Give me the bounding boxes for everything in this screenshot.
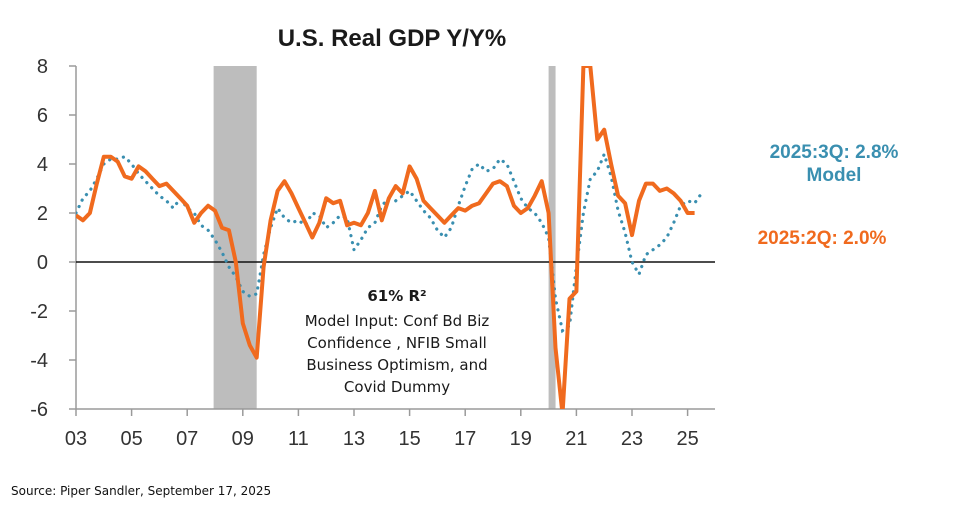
x-tick-label: 11: [288, 428, 309, 450]
x-tick-label: 21: [565, 428, 587, 450]
x-tick-label: 23: [621, 428, 643, 450]
model-annotation: 61% R² Model Input: Conf Bd Biz Confiden…: [305, 287, 490, 396]
y-tick-label: -4: [30, 350, 48, 372]
model-value-label: 2025:3Q: 2.8%: [770, 142, 899, 163]
y-tick-label: 4: [37, 154, 48, 176]
recession-band: [548, 66, 556, 409]
x-tick-label: 19: [510, 428, 532, 450]
series-lines: [76, 66, 704, 409]
x-tick-label: 03: [65, 428, 87, 450]
y-tick-label: 8: [37, 56, 48, 78]
axes: 8 6 4 2 0 -2 -4 -6 03 05 07 09 11 13 15 17 19 21 23 25: [30, 56, 715, 450]
model-input-line-1: Model Input: Conf Bd Biz: [305, 312, 490, 330]
recession-band: [213, 66, 257, 409]
x-tick-label: 25: [676, 428, 698, 450]
source-note: Source: Piper Sandler, September 17, 202…: [11, 484, 272, 498]
actual-value-label: 2025:2Q: 2.0%: [758, 228, 887, 249]
r2-annotation: 61% R²: [367, 287, 426, 305]
model-series-label: Model: [807, 165, 862, 186]
recession-bands: [213, 66, 556, 409]
x-tick-label: 17: [454, 428, 476, 450]
model-input-line-2: Confidence , NFIB Small: [307, 334, 487, 352]
chart-title: U.S. Real GDP Y/Y%: [278, 25, 507, 52]
y-tick-label: -2: [30, 301, 48, 323]
y-tick-label: 0: [37, 252, 48, 274]
x-tick-label: 05: [120, 428, 142, 450]
y-tick-label: -6: [30, 399, 48, 421]
model-input-line-4: Covid Dummy: [344, 378, 450, 396]
y-tick-label: 2: [37, 203, 48, 225]
x-tick-label: 07: [176, 428, 198, 450]
x-tick-label: 13: [343, 428, 365, 450]
gdp-series-line: [76, 66, 695, 409]
model-input-line-3: Business Optimism, and: [306, 356, 487, 374]
y-tick-label: 6: [37, 105, 48, 127]
x-tick-label: 09: [232, 428, 254, 450]
x-tick-label: 15: [398, 428, 420, 450]
legend-labels: 2025:3Q: 2.8% Model 2025:2Q: 2.0%: [758, 142, 899, 249]
